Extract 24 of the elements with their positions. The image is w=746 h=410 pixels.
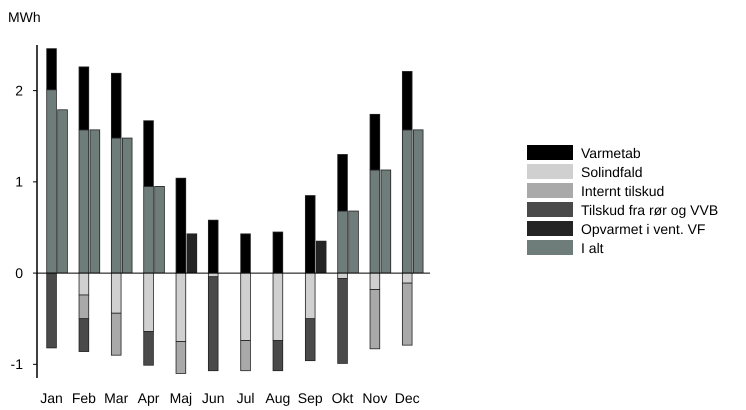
- legend-label: I alt: [581, 240, 604, 256]
- x-tick-label: Jan: [40, 390, 63, 406]
- bar: [208, 276, 218, 372]
- y-tick-label: 0: [15, 264, 24, 281]
- legend-label: Opvarmet i vent. VF: [581, 220, 706, 237]
- x-tick-label: Jul: [236, 390, 255, 406]
- legend-label: Internt tilskud: [581, 182, 664, 199]
- y-axis-title: MWh: [8, 9, 41, 25]
- x-tick-label: Okt: [332, 390, 354, 406]
- x-tick-label: Maj: [170, 390, 192, 406]
- x-tick-label: Apr: [138, 390, 160, 406]
- legend-label: Tilskud fra rør og VVB: [581, 202, 718, 218]
- x-tick-label: Nov: [362, 390, 388, 406]
- y-tick-label: 2: [15, 82, 24, 99]
- x-tick-label: Dec: [394, 390, 420, 406]
- x-tick-label: Jun: [202, 390, 225, 406]
- y-tick-label: -1: [10, 356, 24, 372]
- legend-label: Solindfald: [581, 164, 642, 180]
- y-tick-label: 1: [15, 174, 24, 190]
- x-tick-label: Mar: [104, 390, 129, 406]
- legend-label: Varmetab: [581, 144, 641, 161]
- x-tick-label: Feb: [72, 390, 96, 406]
- x-tick-label: Aug: [265, 390, 290, 406]
- x-tick-label: Sep: [298, 390, 323, 406]
